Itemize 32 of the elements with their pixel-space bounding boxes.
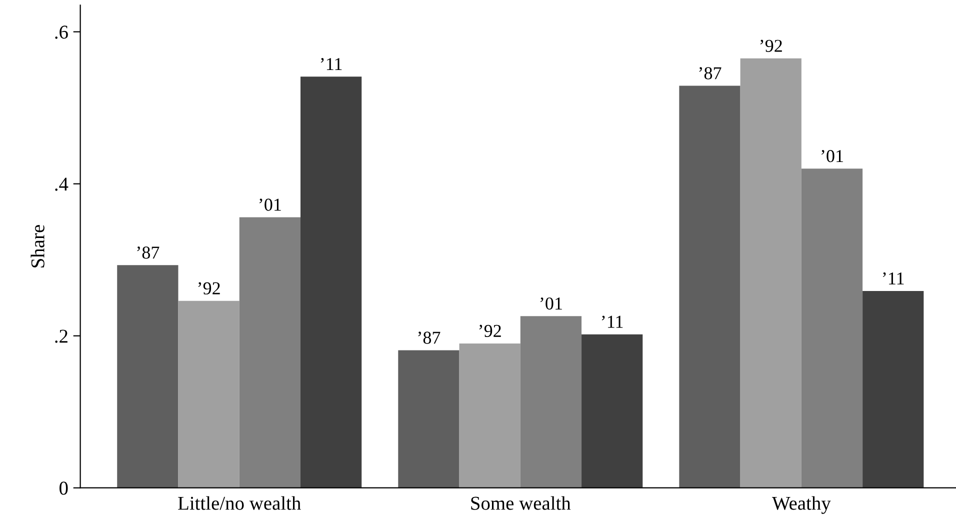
- text: ’92: [760, 40, 782, 52]
- y-tick-label: 0: [60, 482, 68, 495]
- text: ’11: [602, 316, 623, 328]
- bar: [801, 168, 863, 488]
- text: ’87: [699, 67, 722, 80]
- bar: [178, 300, 240, 488]
- y-tick-label: .2: [55, 330, 68, 343]
- bar: [862, 290, 924, 488]
- bar: [520, 316, 582, 488]
- text: ’92: [479, 324, 501, 337]
- bar: [117, 265, 178, 488]
- x-tick-label: Weathy: [772, 496, 831, 514]
- bar: [239, 217, 300, 488]
- text: ’11: [320, 58, 342, 70]
- y-tick-label: .4: [55, 178, 68, 191]
- bar: [740, 58, 802, 488]
- y-tick-label: .6: [55, 26, 68, 39]
- series-label: ’92: [198, 282, 220, 294]
- bar: [398, 350, 460, 488]
- text: ’87: [137, 246, 160, 259]
- bar: [459, 343, 520, 488]
- text: ’01: [540, 297, 562, 310]
- series-label: ’11: [883, 272, 904, 284]
- series-label: ’01: [259, 198, 281, 211]
- series-label: ’87: [418, 332, 440, 344]
- y-axis-title: Share: [30, 225, 44, 268]
- x-tick-label: Some wealth: [471, 496, 571, 510]
- bar: [582, 334, 643, 488]
- bar: [300, 76, 362, 488]
- x-tick-label: Little/no wealth: [178, 496, 301, 510]
- bar: [679, 86, 740, 488]
- text: ’01: [822, 150, 843, 162]
